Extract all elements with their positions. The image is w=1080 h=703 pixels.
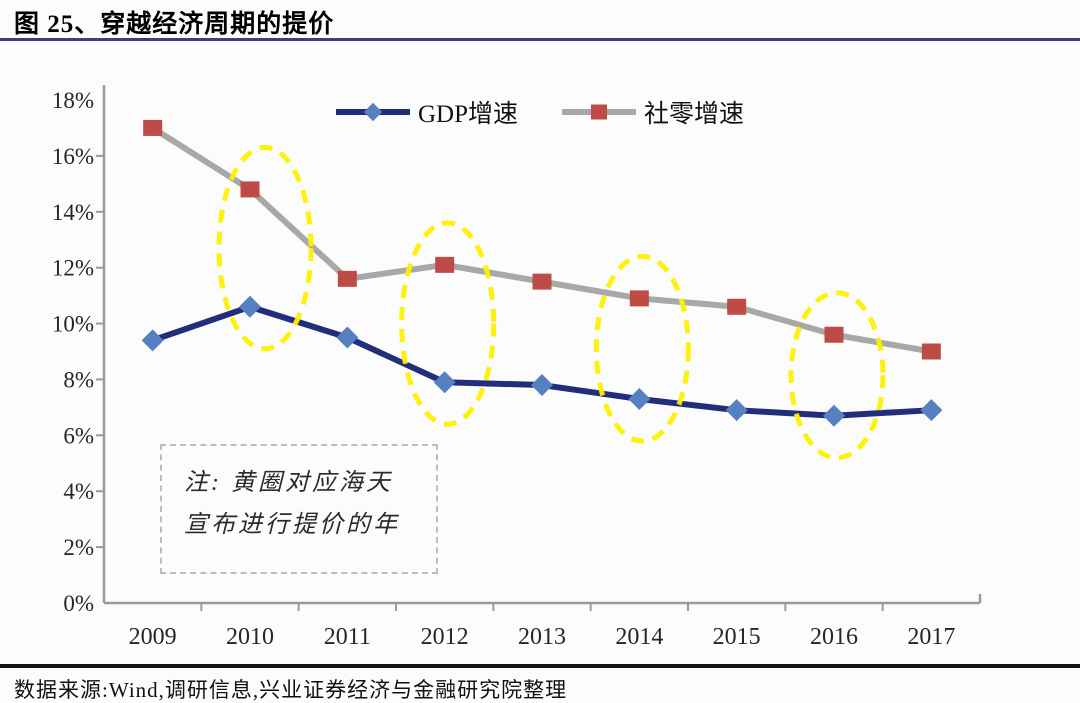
y-tick-label: 0% xyxy=(63,591,94,616)
retail-marker xyxy=(824,326,844,343)
retail-line xyxy=(149,124,935,355)
figure-title: 图 25、穿越经济周期的提价 xyxy=(14,11,335,38)
diamond-marker-icon xyxy=(363,102,383,122)
gdp-line xyxy=(149,303,935,419)
gdp-line-sample xyxy=(335,102,410,122)
gdp-marker xyxy=(920,399,943,422)
chart-legend: GDP增速 社零增速 xyxy=(335,94,744,130)
source-divider xyxy=(0,664,1080,668)
retail-marker xyxy=(921,343,941,360)
y-tick-label: 14% xyxy=(52,200,94,225)
retail-marker xyxy=(337,270,357,287)
y-tick-label: 16% xyxy=(52,144,94,169)
source-text: 数据来源:Wind,调研信息,兴业证券经济与金融研究院整理 xyxy=(14,678,568,702)
highlight-ellipse xyxy=(399,220,497,427)
retail-marker xyxy=(435,256,455,273)
title-divider xyxy=(0,38,1080,41)
highlight-ellipse xyxy=(593,253,691,444)
x-axis-label: 2016 xyxy=(810,624,858,650)
legend-item-gdp: GDP增速 xyxy=(335,94,518,130)
legend-label-retail: 社零增速 xyxy=(644,101,745,128)
x-axis-label: 2013 xyxy=(518,624,566,650)
gdp-marker xyxy=(433,371,456,394)
y-tick-label: 8% xyxy=(63,367,94,392)
gdp-marker xyxy=(239,295,261,318)
legend-item-retail: 社零增速 xyxy=(562,94,744,130)
x-axis-label: 2011 xyxy=(324,624,371,650)
note-line-2: 宣布进行提价的年 xyxy=(184,512,400,538)
retail-marker xyxy=(532,273,552,290)
note-line-1: 注: 黄圈对应海天 xyxy=(184,470,393,496)
gdp-marker xyxy=(725,399,748,422)
y-tick-label: 18% xyxy=(52,88,94,113)
x-axis-label: 2017 xyxy=(907,624,955,650)
gdp-marker xyxy=(336,326,359,349)
x-axis-label: 2009 xyxy=(129,624,177,650)
gdp-marker xyxy=(823,404,845,427)
retail-line-sample xyxy=(562,104,636,120)
highlight-ellipse xyxy=(216,144,314,352)
highlight-ellipse xyxy=(788,290,886,461)
y-tick-label: 2% xyxy=(63,535,94,560)
retail-marker xyxy=(240,181,260,198)
x-axis-label: 2010 xyxy=(226,624,274,650)
x-axis-label: 2015 xyxy=(713,624,761,650)
y-tick-label: 4% xyxy=(63,479,94,504)
x-axis-label: 2012 xyxy=(421,624,469,650)
legend-label-gdp: GDP增速 xyxy=(417,101,518,128)
annotation-note: 注: 黄圈对应海天 宣布进行提价的年 xyxy=(160,444,438,574)
retail-marker xyxy=(629,290,649,307)
gdp-marker xyxy=(141,329,164,352)
y-tick-label: 6% xyxy=(63,423,94,448)
square-marker-icon xyxy=(591,104,607,120)
y-tick-label: 12% xyxy=(52,256,94,281)
x-axis-label: 2014 xyxy=(615,624,663,650)
retail-marker xyxy=(727,298,747,315)
gdp-marker xyxy=(531,374,553,397)
gdp-marker xyxy=(628,388,651,411)
y-tick-label: 10% xyxy=(52,312,94,337)
retail-marker xyxy=(143,119,163,136)
